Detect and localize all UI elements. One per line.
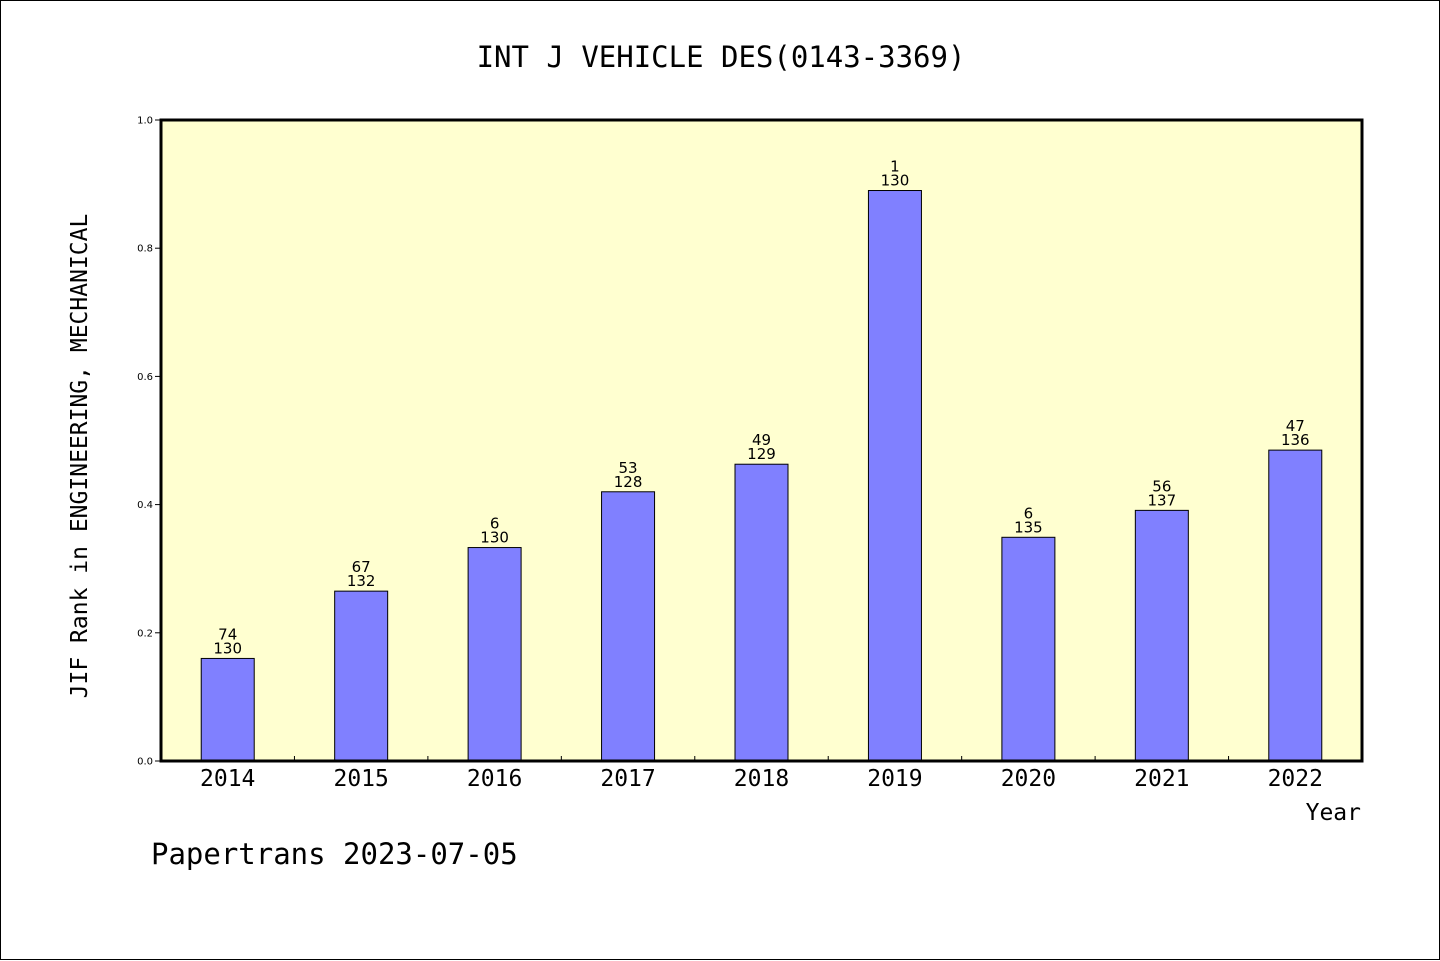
data-label-total-2015: 132 [347, 572, 376, 590]
bar-2018 [734, 463, 789, 762]
bar-2021 [1134, 509, 1189, 762]
x-tick-label-2019: 2019 [867, 766, 922, 792]
y-tick-label-1.0: 1.0 [137, 116, 153, 127]
data-label-rank-2022: 47 [1286, 417, 1305, 435]
x-tick-label-2018: 2018 [734, 766, 789, 792]
bars-group [200, 190, 1323, 762]
data-label-rank-2020: 6 [1024, 504, 1034, 522]
data-label-total-2021: 137 [1148, 491, 1177, 509]
footer-credit: Papertrans 2023-07-05 [151, 837, 518, 871]
y-tick-label-0.4: 0.4 [137, 500, 153, 511]
data-label-total-2022: 136 [1281, 431, 1310, 449]
x-tick-label-2015: 2015 [333, 766, 388, 792]
bar-2015 [334, 590, 389, 762]
bar-2016 [467, 547, 522, 762]
data-label-rank-2019: 1 [890, 158, 900, 176]
data-label-rank-2021: 56 [1152, 477, 1171, 495]
data-label-total-2020: 135 [1014, 518, 1043, 536]
data-label-total-2016: 130 [480, 529, 509, 547]
x-tick-label-2021: 2021 [1134, 766, 1189, 792]
bar-2019 [867, 190, 922, 762]
x-axis-title: Year [1306, 800, 1361, 826]
x-tick-label-2017: 2017 [600, 766, 655, 792]
y-tick-label-0.6: 0.6 [137, 372, 153, 383]
y-axis-title: JIF Rank in ENGINEERING, MECHANICAL [67, 214, 93, 699]
bar-2014 [200, 657, 255, 762]
data-label-total-2017: 128 [614, 473, 643, 491]
bar-2022 [1268, 449, 1323, 762]
data-label-rank-2017: 53 [619, 459, 638, 477]
data-label-total-2014: 130 [213, 639, 242, 657]
bar-2020 [1001, 536, 1056, 762]
y-tick-label-0.8: 0.8 [137, 244, 153, 255]
x-tick-label-2014: 2014 [200, 766, 255, 792]
data-label-rank-2014: 74 [218, 625, 237, 643]
plot-border [159, 118, 1364, 763]
x-axis: 2014 2015 2016 2017 2018 2019 2020 2021 2022 [200, 756, 1323, 792]
data-label-total-2019: 130 [881, 172, 910, 190]
data-labels-group: 7413067132613053128491291130613556137471… [213, 158, 1309, 658]
bar-2017 [601, 491, 656, 762]
x-tick-label-2016: 2016 [467, 766, 522, 792]
data-label-rank-2016: 6 [490, 515, 500, 533]
y-tick-label-0.0: 0.0 [137, 757, 153, 768]
chart-title: INT J VEHICLE DES(0143-3369) [477, 40, 966, 74]
data-label-rank-2015: 67 [352, 558, 371, 576]
y-tick-label-0.2: 0.2 [137, 628, 153, 639]
data-label-rank-2018: 49 [752, 431, 771, 449]
data-label-total-2018: 129 [747, 445, 776, 463]
x-tick-label-2022: 2022 [1268, 766, 1323, 792]
x-tick-label-2020: 2020 [1001, 766, 1056, 792]
y-axis: 0.0 0.2 0.4 0.6 0.8 1.0 [137, 116, 161, 768]
